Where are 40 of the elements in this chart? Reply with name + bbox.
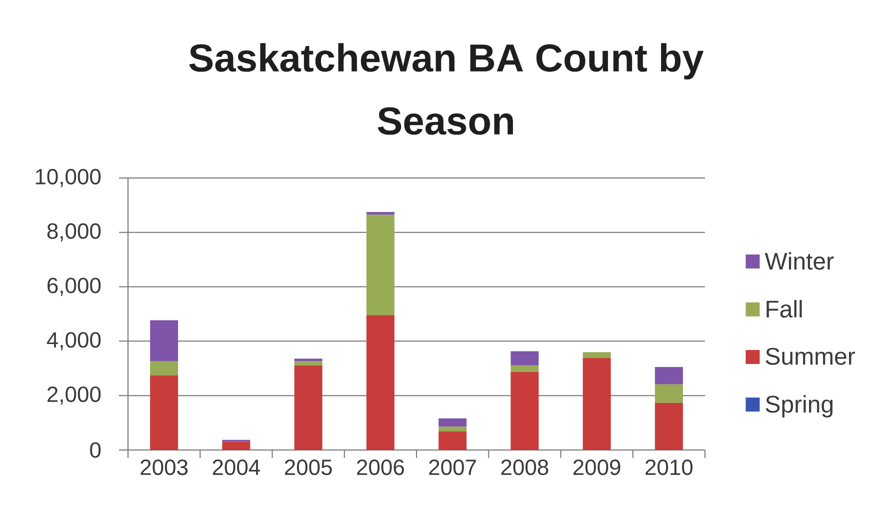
x-tick-label: 2007 [429, 460, 476, 476]
bar [654, 384, 683, 403]
legend-label: Fall [766, 300, 802, 318]
bar [366, 212, 394, 215]
x-tick-label: 2009 [573, 460, 620, 476]
x-tick-label: 2005 [284, 460, 332, 476]
x-tick-label: 2003 [140, 460, 188, 476]
bar [510, 365, 539, 372]
bar [150, 375, 178, 450]
bar [294, 361, 322, 366]
chart-title: Saskatchewan BA Count by Season [189, 43, 704, 135]
bar [150, 320, 178, 362]
bar [654, 402, 683, 450]
bar [582, 358, 611, 450]
y-tick-label: 8,000 [47, 223, 101, 242]
x-tick-label: 2010 [646, 460, 693, 476]
bar [438, 426, 467, 432]
y-tick-label: 10,000 [36, 168, 101, 188]
bar [366, 315, 394, 450]
bar [366, 214, 394, 316]
bar [510, 372, 539, 450]
legend-label: Summer [766, 348, 855, 365]
bar [294, 358, 322, 362]
bar [582, 352, 611, 358]
legend-label: Spring [766, 395, 833, 418]
y-tick-label: 4,000 [46, 332, 101, 350]
bar [150, 361, 178, 376]
y-tick-label: 0 [90, 442, 101, 458]
legend-label: Winter [764, 252, 834, 270]
x-tick-label: 2004 [212, 460, 260, 476]
bar [654, 367, 683, 384]
bar [438, 431, 467, 450]
y-tick-label: 6,000 [48, 278, 101, 296]
x-tick-label: 2006 [357, 460, 404, 476]
bar [510, 351, 539, 366]
y-tick-label: 2,000 [48, 386, 101, 405]
bar [294, 365, 322, 450]
bar [438, 418, 467, 427]
bar [222, 442, 250, 450]
x-tick-label: 2008 [501, 460, 548, 476]
